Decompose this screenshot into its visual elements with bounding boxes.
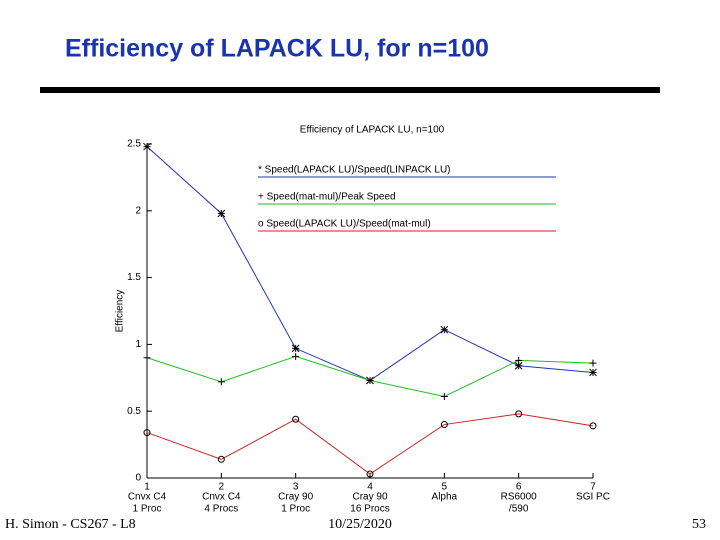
category-label: Cray 90 (278, 492, 313, 503)
marker (217, 455, 225, 463)
category-label: Cnvx C4 (128, 492, 167, 503)
x-tick-label: 7 (590, 482, 596, 493)
marker-part (589, 368, 597, 377)
marker (292, 415, 300, 423)
series-line (146, 146, 594, 382)
y-tick-label: 1.5 (127, 272, 141, 283)
marker (143, 429, 151, 437)
marker (515, 356, 523, 364)
marker-part (514, 361, 523, 370)
marker-part (217, 209, 226, 218)
marker-part (440, 421, 448, 429)
marker (440, 421, 448, 429)
legend-label: o Speed(LAPACK LU)/Speed(mat-mul) (258, 219, 431, 230)
legend-label: + Speed(mat-mul)/Peak Speed (258, 192, 396, 203)
marker (515, 410, 523, 418)
series-line (146, 355, 594, 398)
marker-part (291, 344, 300, 353)
x-tick-label: 6 (516, 482, 522, 493)
marker-part (217, 455, 225, 463)
x-tick-label: 3 (293, 482, 299, 493)
title-rule (40, 87, 660, 93)
category-label: Alpha (432, 492, 458, 503)
marker (291, 344, 300, 353)
marker (217, 378, 225, 386)
y-tick-label: 2 (135, 205, 141, 216)
category-label: Cray 90 (352, 492, 387, 503)
marker (589, 359, 597, 367)
legend-label: * Speed(LAPACK LU)/Speed(LINPACK LU) (258, 165, 451, 176)
marker (143, 142, 151, 151)
footer-center: 10/25/2020 (328, 517, 392, 532)
y-tick-label: 0.5 (127, 406, 141, 417)
footer-right: 53 (692, 517, 706, 532)
x-tick-label: 5 (442, 482, 448, 493)
marker (366, 376, 374, 384)
category-label: 16 Procs (350, 504, 389, 515)
category-label: 1 Proc (133, 504, 162, 515)
marker (440, 325, 449, 334)
footer-left: H. Simon - CS267 - L8 (5, 517, 136, 532)
marker (440, 393, 448, 401)
marker (366, 470, 374, 478)
category-label: 4 Procs (204, 504, 238, 515)
chart-title: Efficiency of LAPACK LU, n=100 (300, 125, 445, 136)
marker-part (366, 470, 374, 478)
category-label: 1 Proc (281, 504, 310, 515)
y-axis-label: Efficiency (115, 290, 126, 333)
y-tick-label: 0 (135, 473, 141, 484)
marker (143, 354, 151, 362)
marker (292, 352, 300, 360)
marker-part (440, 325, 449, 334)
marker-part (292, 415, 300, 423)
marker (589, 422, 597, 430)
x-tick-label: 4 (367, 482, 373, 493)
marker-part (589, 422, 597, 430)
marker (589, 368, 597, 377)
x-tick-label: 2 (219, 482, 225, 493)
marker-part (515, 410, 523, 418)
category-label: /590 (509, 504, 529, 515)
category-label: Cnvx C4 (202, 492, 241, 503)
category-label: RS6000 (501, 492, 538, 503)
category-label: SGI PC (576, 492, 610, 503)
slide-title: Efficiency of LAPACK LU, for n=100 (65, 35, 489, 63)
marker (514, 361, 523, 370)
marker-part (143, 142, 151, 151)
marker-part (143, 429, 151, 437)
x-tick-label: 1 (144, 482, 150, 493)
y-tick-label: 2.5 (127, 139, 141, 150)
marker (217, 209, 226, 218)
series-line (146, 413, 594, 475)
y-tick-label: 1 (135, 339, 141, 350)
